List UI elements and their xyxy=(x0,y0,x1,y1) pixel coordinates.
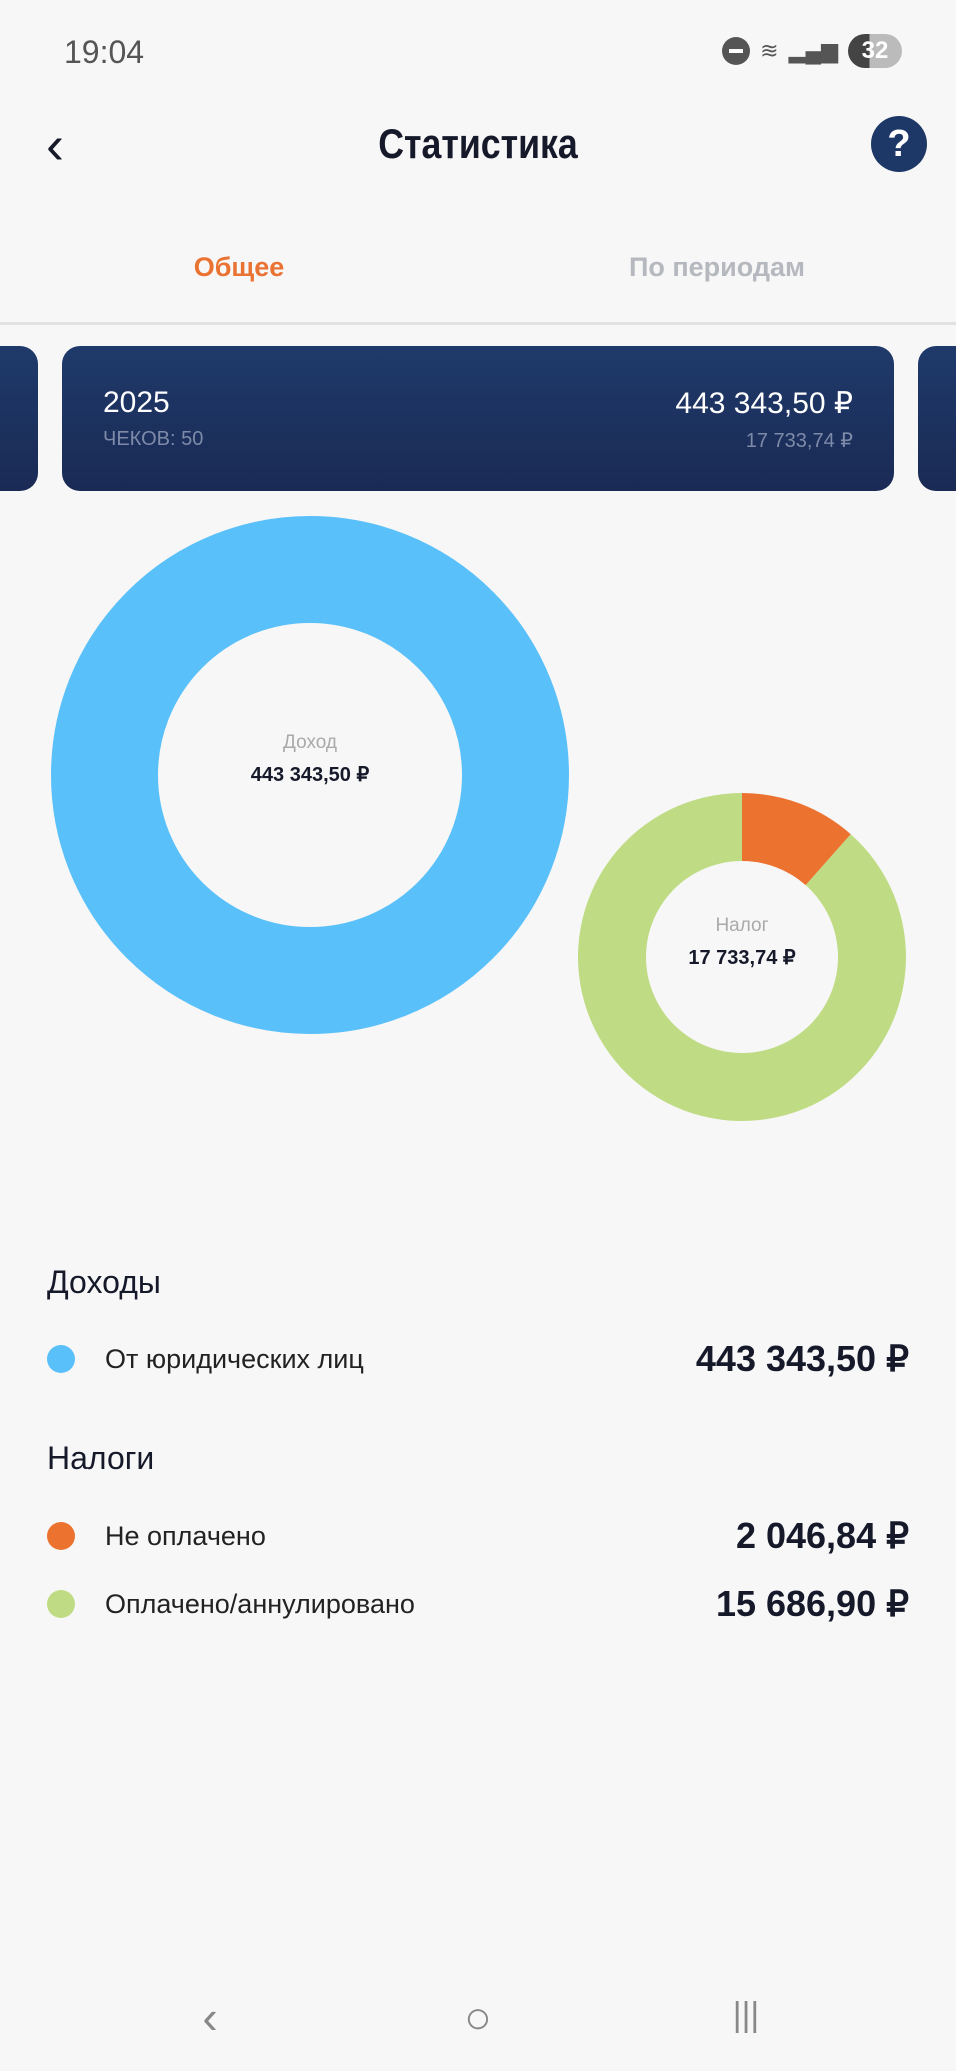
item-amount: 15 686,90 ₽ xyxy=(715,1583,909,1624)
signal-icon: ▂▄▆ xyxy=(788,38,838,63)
battery-icon: 32 xyxy=(848,34,902,68)
status-time: 19:04 xyxy=(64,34,145,70)
card-income: 443 343,50 ₽ xyxy=(675,387,853,420)
do-not-disturb-icon xyxy=(722,37,751,65)
income-donut-value: 443 343,50 ₽ xyxy=(250,764,370,786)
income-section-title: Доходы xyxy=(47,1264,161,1300)
tax-donut-slice xyxy=(578,793,907,1121)
card-checks: ЧЕКОВ: 50 xyxy=(103,428,204,450)
period-card[interactable]: 2025 ЧЕКОВ: 50 443 343,50 ₽ 17 733,74 ₽ xyxy=(62,346,894,491)
income-donut-slice xyxy=(51,516,569,1034)
help-button[interactable]: ? xyxy=(871,116,927,172)
list-item: Не оплачено 2 046,84 ₽ xyxy=(47,1515,909,1556)
tax-donut-label: Налог xyxy=(715,915,769,936)
income-donut-center: Доход 443 343,50 ₽ xyxy=(160,732,460,787)
status-icons: ≋ ▂▄▆ 32 xyxy=(722,34,902,68)
wifi-icon: ≋ xyxy=(760,38,779,63)
item-label: Оплачено/аннулировано xyxy=(105,1588,415,1619)
tab-by-periods[interactable]: По периодам xyxy=(628,252,806,282)
item-amount: 2 046,84 ₽ xyxy=(735,1515,909,1556)
tax-donut-value: 17 733,74 ₽ xyxy=(688,947,796,969)
tax-donut-slice xyxy=(742,793,851,886)
list-item: От юридических лиц 443 343,50 ₽ xyxy=(47,1338,909,1379)
tabs-divider xyxy=(0,322,956,325)
tax-section-title: Налоги xyxy=(47,1440,155,1476)
legend-dot xyxy=(47,1522,75,1550)
period-card-previous[interactable] xyxy=(0,346,38,491)
nav-recents-button[interactable]: ||| xyxy=(732,1996,760,2034)
card-year: 2025 xyxy=(103,386,170,419)
nav-home-button[interactable]: ○ xyxy=(464,1991,492,2043)
back-button[interactable]: ‹ xyxy=(46,115,64,175)
card-tax: 17 733,74 ₽ xyxy=(745,430,853,452)
tab-general[interactable]: Общее xyxy=(193,252,285,282)
period-card-next[interactable] xyxy=(918,346,956,491)
legend-dot xyxy=(47,1590,75,1618)
nav-back-button[interactable]: ‹ xyxy=(202,1991,218,2043)
item-amount: 443 343,50 ₽ xyxy=(695,1338,909,1379)
list-item: Оплачено/аннулировано 15 686,90 ₽ xyxy=(47,1583,909,1624)
donut-charts xyxy=(51,516,907,1121)
tax-donut-center: Налог 17 733,74 ₽ xyxy=(592,915,892,970)
page-title: Статистика xyxy=(378,120,578,167)
item-label: От юридических лиц xyxy=(105,1343,364,1374)
income-donut-label: Доход xyxy=(283,732,337,753)
item-label: Не оплачено xyxy=(105,1520,266,1551)
legend-dot xyxy=(47,1345,75,1373)
